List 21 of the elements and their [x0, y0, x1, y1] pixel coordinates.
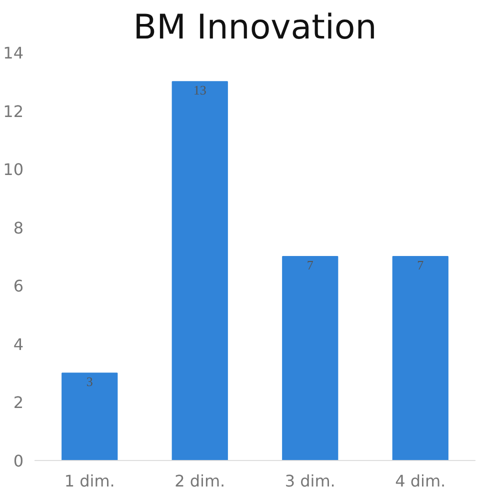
- data-label: 13: [193, 82, 206, 98]
- data-label: 7: [306, 258, 314, 272]
- bar: [392, 256, 448, 460]
- y-tick-label: 10: [3, 160, 24, 180]
- bar: [172, 81, 228, 460]
- data-label: 7: [417, 258, 424, 272]
- y-tick-label: 4: [13, 334, 24, 354]
- x-tick-label: 2 dim.: [174, 472, 226, 490]
- y-tick-label: 14: [3, 44, 24, 62]
- y-tick-label: 0: [13, 452, 24, 470]
- chart-title: BM Innovation: [133, 8, 377, 48]
- data-label: 3: [86, 374, 93, 390]
- y-tick-label: 8: [13, 218, 24, 238]
- x-tick-label: 4 dim.: [395, 472, 446, 490]
- x-tick-label: 1 dim.: [64, 472, 115, 490]
- y-tick-label: 12: [3, 102, 24, 121]
- y-tick-label: 6: [13, 276, 24, 296]
- bar: [282, 256, 338, 460]
- y-tick-label: 2: [13, 393, 24, 412]
- bar: [62, 372, 118, 460]
- x-tick-label: 3 dim.: [284, 472, 336, 490]
